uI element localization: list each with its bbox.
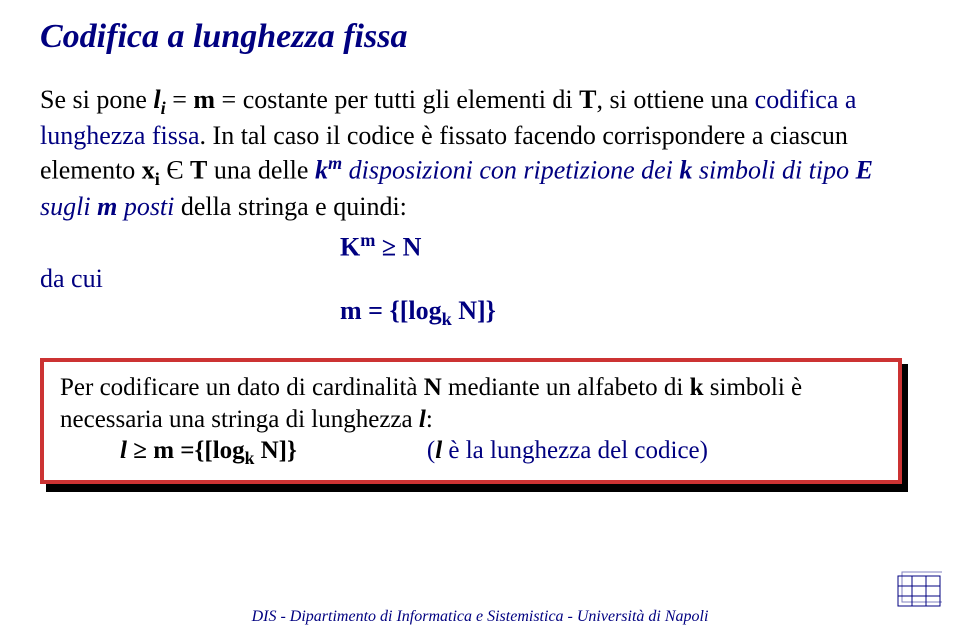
text: Per codificare un dato di cardinalità — [60, 374, 424, 401]
text: m = {[log — [340, 296, 442, 325]
text: una delle — [207, 156, 315, 185]
var-x: x — [142, 156, 155, 185]
highlighted-box: Per codificare un dato di cardinalità N … — [40, 358, 902, 483]
var-k: k — [690, 374, 704, 401]
var-N: N — [424, 374, 442, 401]
text-emph: simboli di tipo — [692, 156, 855, 185]
var-k: k — [679, 156, 692, 185]
var-E: E — [856, 156, 873, 185]
footer-text: DIS - Dipartimento di Informatica e Sist… — [0, 608, 960, 626]
var-l: l — [153, 85, 160, 114]
text-emph: disposizioni con ripetizione dei — [342, 156, 679, 185]
text: ≥ N — [375, 232, 421, 261]
var-l: l — [419, 406, 426, 433]
var-m: m — [97, 192, 117, 221]
var-T: T — [190, 156, 207, 185]
var-l: l — [120, 437, 127, 464]
text: N]} — [254, 437, 296, 464]
text: ( — [427, 437, 435, 464]
formula-1: Km ≥ N — [340, 230, 920, 263]
text: Є — [160, 156, 190, 185]
var-K: K — [340, 232, 360, 261]
text-emph: sugli — [40, 192, 97, 221]
text: = costante per tutti gli elementi di — [215, 85, 579, 114]
box-formula-line: l ≥ m ={[logk N]} (l è la lunghezza del … — [60, 435, 882, 470]
text: Se si pone — [40, 85, 153, 114]
text: : — [426, 406, 433, 433]
var-m-sup: m — [360, 230, 375, 250]
var-m-sup: m — [328, 153, 342, 173]
box-note: (l è la lunghezza del codice) — [427, 435, 708, 470]
var-m: m — [153, 437, 180, 464]
var-k-sub: k — [245, 448, 255, 468]
var-k: k — [315, 156, 328, 185]
text-emph: posti — [117, 192, 174, 221]
logo-icon — [896, 570, 942, 614]
box-formula: l ≥ m ={[logk N]} — [120, 435, 297, 470]
paragraph-main: Se si pone li = m = costante per tutti g… — [40, 84, 920, 224]
var-T: T — [579, 85, 596, 114]
text: N]} — [452, 296, 496, 325]
text: ≥ — [127, 437, 153, 464]
formula-block: Km ≥ N da cui m = {[logk N]} — [40, 230, 920, 331]
var-m: m — [193, 85, 215, 114]
var-k-sub: k — [442, 309, 452, 329]
text: = — [166, 85, 194, 114]
slide-container: Codifica a lunghezza fissa Se si pone li… — [0, 0, 960, 638]
text-dacui: da cui — [40, 264, 920, 294]
slide-title: Codifica a lunghezza fissa — [40, 18, 920, 56]
box-paragraph: Per codificare un dato di cardinalità N … — [60, 372, 882, 435]
text: mediante un alfabeto di — [442, 374, 690, 401]
box-content: Per codificare un dato di cardinalità N … — [40, 358, 902, 483]
text: è la lunghezza del codice) — [442, 437, 708, 464]
text: ={[log — [180, 437, 244, 464]
formula-2: m = {[logk N]} — [340, 296, 920, 330]
text: della stringa e quindi: — [174, 192, 407, 221]
text: , si ottiene una — [597, 85, 755, 114]
